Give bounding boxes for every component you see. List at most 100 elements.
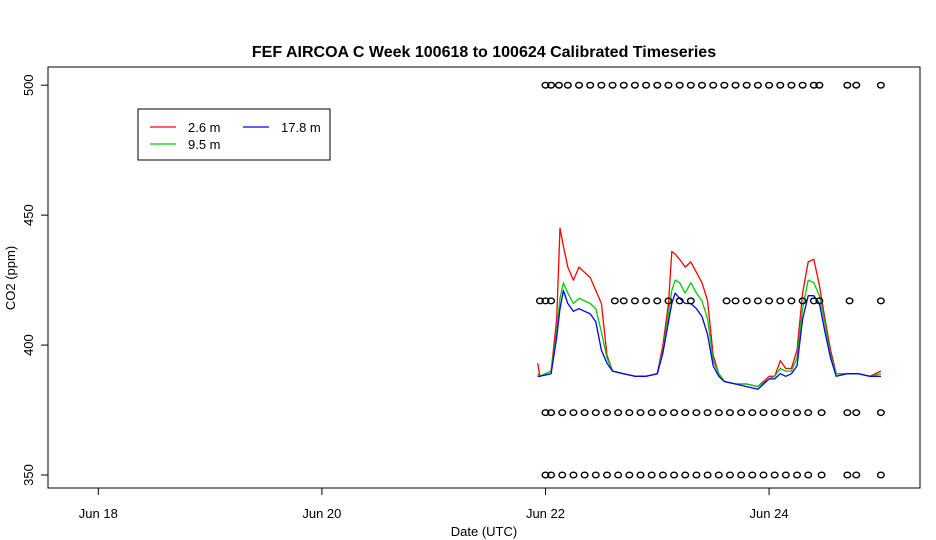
data-point-marker xyxy=(675,81,684,89)
y-tick-label: 400 xyxy=(21,334,36,356)
data-point-marker xyxy=(748,471,757,479)
data-point-marker xyxy=(709,81,718,89)
data-point-marker xyxy=(815,81,824,89)
data-point-marker xyxy=(670,471,679,479)
data-point-marker xyxy=(602,471,611,479)
data-point-marker xyxy=(658,409,667,417)
data-point-marker xyxy=(541,471,550,479)
data-point-marker xyxy=(725,471,734,479)
data-point-marker xyxy=(781,409,790,417)
series-line-9-5-m xyxy=(537,279,882,388)
y-tick-label: 450 xyxy=(21,204,36,226)
data-point-marker xyxy=(725,409,734,417)
data-point-marker xyxy=(793,409,802,417)
data-point-marker xyxy=(809,297,818,305)
data-point-marker xyxy=(653,81,662,89)
data-point-marker xyxy=(703,409,712,417)
data-point-marker xyxy=(547,81,556,89)
data-point-marker xyxy=(619,297,628,305)
data-point-marker xyxy=(804,471,813,479)
data-point-marker xyxy=(817,409,826,417)
data-point-marker xyxy=(610,297,619,305)
data-point-marker xyxy=(876,297,885,305)
data-point-marker xyxy=(636,471,645,479)
data-point-marker xyxy=(597,81,606,89)
y-tick-label: 500 xyxy=(21,74,36,96)
data-point-marker xyxy=(692,471,701,479)
data-point-marker xyxy=(608,81,617,89)
data-point-marker xyxy=(798,81,807,89)
data-point-marker xyxy=(765,297,774,305)
data-point-marker xyxy=(698,81,707,89)
data-point-marker xyxy=(845,297,854,305)
data-point-marker xyxy=(692,409,701,417)
data-point-marker xyxy=(731,297,740,305)
data-point-marker xyxy=(614,471,623,479)
data-point-marker xyxy=(852,409,861,417)
data-point-marker xyxy=(586,81,595,89)
data-point-marker xyxy=(876,81,885,89)
data-point-marker xyxy=(776,81,785,89)
x-tick-label: Jun 22 xyxy=(526,506,565,521)
data-point-marker xyxy=(547,297,556,305)
x-tick-label: Jun 20 xyxy=(302,506,341,521)
data-point-marker xyxy=(852,81,861,89)
data-point-marker xyxy=(558,471,567,479)
data-point-marker xyxy=(664,297,673,305)
data-point-marker xyxy=(843,409,852,417)
y-tick-label: 350 xyxy=(21,464,36,486)
data-point-marker xyxy=(681,409,690,417)
data-point-marker xyxy=(535,297,544,305)
data-point-marker xyxy=(569,471,578,479)
data-point-marker xyxy=(753,297,762,305)
series-line-17-8-m xyxy=(537,289,881,390)
data-point-marker xyxy=(625,409,634,417)
data-point-marker xyxy=(731,81,740,89)
data-point-marker xyxy=(541,409,550,417)
legend-label-9-5m: 9.5 m xyxy=(188,137,221,152)
data-point-marker xyxy=(843,81,852,89)
data-point-marker xyxy=(541,297,550,305)
x-axis-label: Date (UTC) xyxy=(451,524,517,539)
data-point-marker xyxy=(748,409,757,417)
data-point-marker xyxy=(753,81,762,89)
y-axis: 350 400 450 500 xyxy=(21,74,48,486)
data-point-marker xyxy=(625,471,634,479)
data-point-marker xyxy=(664,81,673,89)
data-point-marker xyxy=(591,471,600,479)
data-point-marker xyxy=(714,409,723,417)
data-point-marker xyxy=(642,297,651,305)
data-point-marker xyxy=(787,297,796,305)
data-point-marker xyxy=(547,471,556,479)
legend-label-17-8m: 17.8 m xyxy=(281,120,321,135)
data-point-marker xyxy=(681,471,690,479)
data-point-marker xyxy=(876,409,885,417)
plot-area-frame xyxy=(47,66,921,489)
data-point-marker xyxy=(793,471,802,479)
data-point-marker xyxy=(759,409,768,417)
data-point-marker xyxy=(580,471,589,479)
data-point-marker xyxy=(852,471,861,479)
data-point-marker xyxy=(804,409,813,417)
x-axis: Jun 18 Jun 20 Jun 22 Jun 24 xyxy=(79,488,789,521)
data-point-marker xyxy=(630,297,639,305)
data-point-marker xyxy=(809,81,818,89)
data-point-marker xyxy=(781,471,790,479)
data-point-marker xyxy=(714,471,723,479)
legend-label-2-6m: 2.6 m xyxy=(188,120,221,135)
data-point-marker xyxy=(630,81,639,89)
data-point-marker xyxy=(759,471,768,479)
data-point-marker xyxy=(815,297,824,305)
chart-title: FEF AIRCOA C Week 100618 to 100624 Calib… xyxy=(252,44,716,61)
data-point-marker xyxy=(619,81,628,89)
data-point-marker xyxy=(591,409,600,417)
plot-content xyxy=(535,81,885,479)
data-point-marker xyxy=(722,297,731,305)
y-axis-label: CO2 (ppm) xyxy=(3,246,18,310)
data-point-marker xyxy=(843,471,852,479)
data-point-marker xyxy=(554,81,563,89)
data-point-marker xyxy=(817,471,826,479)
data-point-marker xyxy=(580,409,589,417)
data-point-marker xyxy=(742,297,751,305)
